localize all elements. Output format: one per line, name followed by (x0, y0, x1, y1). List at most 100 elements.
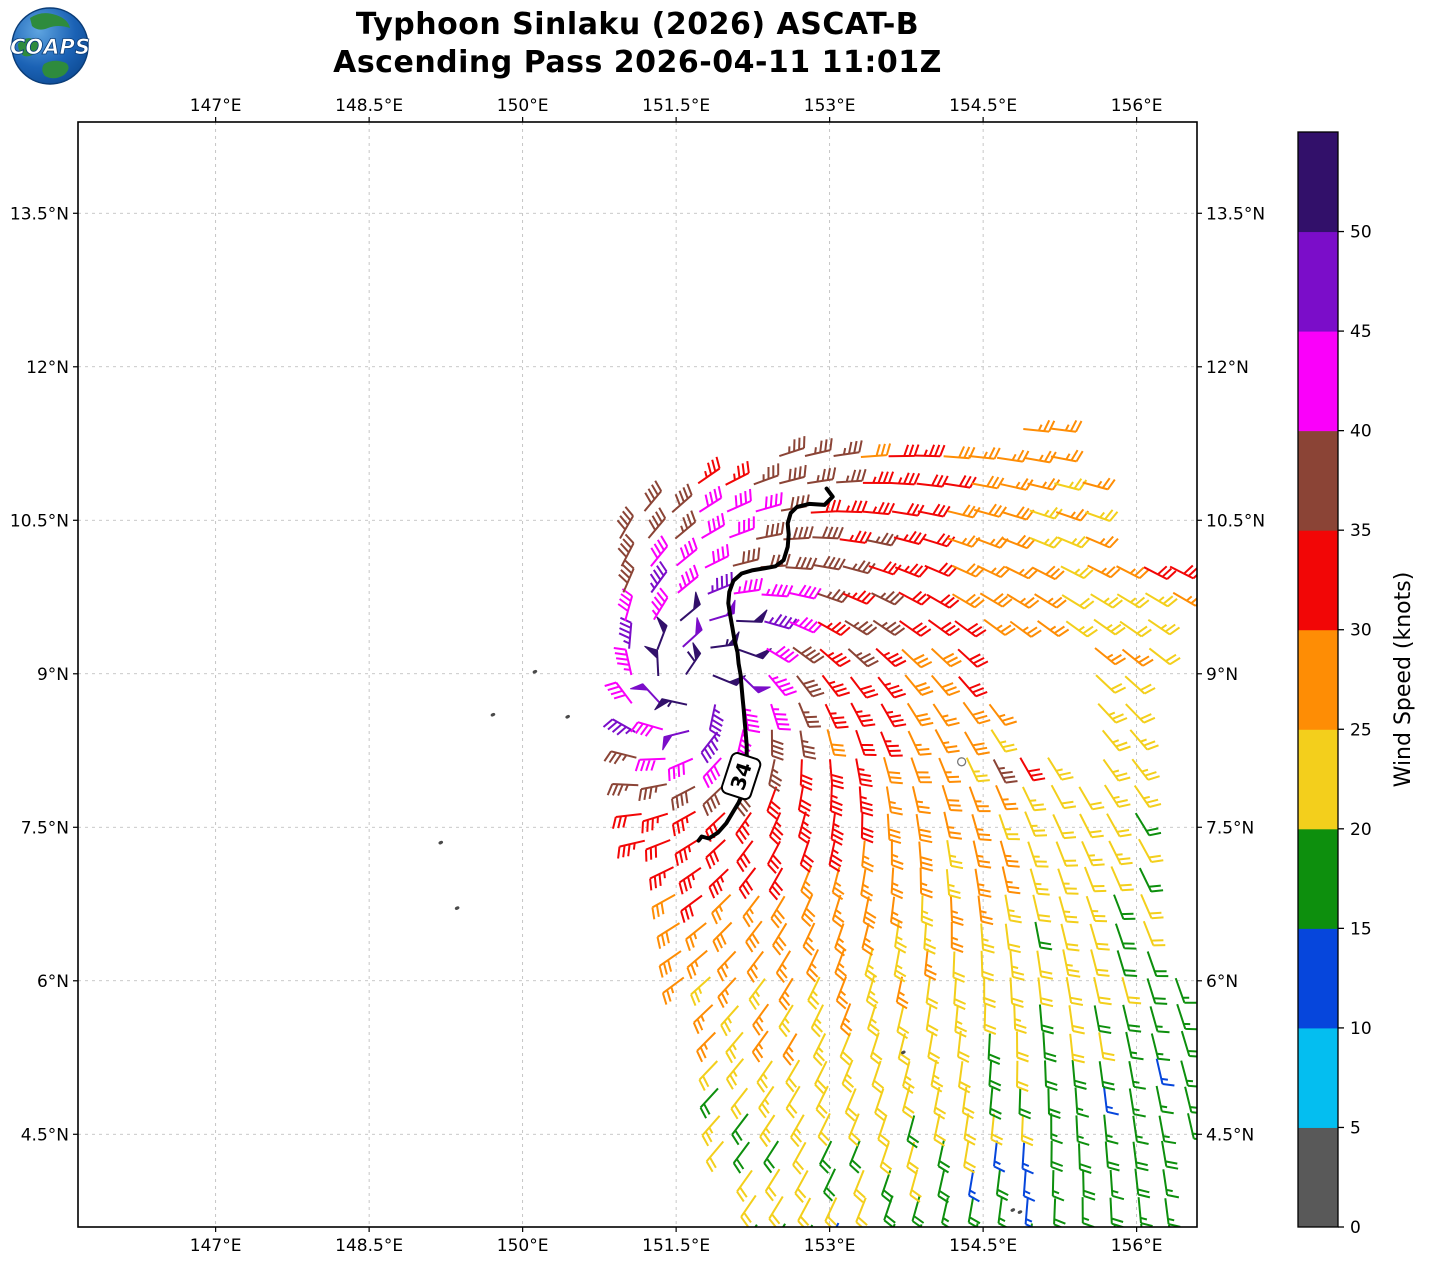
wind-barb (697, 456, 721, 485)
barb-staff (821, 674, 851, 698)
barb-staff (1122, 1004, 1142, 1033)
wind-barb (826, 729, 847, 757)
wind-barb (888, 472, 921, 486)
barb-staff (796, 675, 825, 698)
colorbar-tick-label: 30 (1350, 621, 1372, 641)
barb-staff (951, 593, 985, 609)
barb-staff (902, 1060, 915, 1095)
wind-barb (1090, 593, 1123, 609)
wind-barb (958, 1061, 971, 1094)
colorbar-segment (1298, 530, 1338, 631)
wind-barb (603, 750, 637, 765)
barb-staff (860, 812, 874, 844)
wind-barb (604, 681, 633, 704)
wind-barb (821, 674, 851, 698)
wind-barb (685, 642, 702, 676)
wind-barb (725, 1031, 744, 1064)
wind-barb (883, 756, 903, 785)
wind-barb (848, 1113, 861, 1147)
barb-staff (764, 1168, 781, 1202)
wind-barb (901, 648, 933, 669)
barb-staff (864, 949, 878, 983)
y-axis-tick-label-right: 7.5°N (1206, 818, 1254, 838)
wind-barb (898, 590, 932, 606)
wind-barb (922, 533, 956, 548)
barb-staff (848, 1140, 862, 1174)
barb-staff (957, 648, 989, 668)
wind-barb (1078, 786, 1105, 811)
wind-barb (1032, 894, 1052, 923)
wind-barb (1020, 1114, 1034, 1147)
wind-barb (756, 1060, 773, 1093)
barb-staff (805, 949, 820, 983)
wind-barb (768, 759, 783, 792)
wind-barb (781, 1223, 786, 1227)
barb-staff (844, 619, 878, 636)
barb-staff (711, 893, 732, 925)
wind-barb (932, 703, 960, 727)
barb-staff (962, 701, 991, 725)
axes-frame: 147°E 147°E 148.5°E 148.5°E 150°E 150°E 151.5°… (10, 96, 1265, 1256)
wind-barb (732, 547, 761, 567)
wind-barb (830, 813, 844, 846)
barb-staff (696, 1031, 717, 1063)
wind-barb (877, 676, 907, 699)
barb-staff (763, 1140, 780, 1174)
wind-barb (977, 895, 994, 926)
wind-barb (1094, 647, 1127, 666)
barb-staff (1078, 1143, 1092, 1174)
wind-barb (836, 500, 868, 514)
barb-staff (890, 867, 904, 900)
barb-staff (708, 868, 729, 899)
wind-barb (629, 721, 664, 737)
barb-staff (963, 1140, 976, 1174)
wind-barb (842, 560, 876, 575)
x-axis-tick-label: 150°E (497, 1236, 549, 1256)
barb-staff (862, 896, 877, 930)
barb-staff (1121, 977, 1142, 1005)
wind-barb (934, 729, 960, 754)
wind-barb (1148, 647, 1181, 666)
barb-staff (897, 1033, 911, 1067)
barb-staff (1121, 648, 1154, 667)
barb-staff (1148, 647, 1181, 666)
wind-barb (917, 503, 951, 518)
barb-staff (1029, 536, 1063, 549)
wind-barb (980, 950, 995, 982)
wind-barb (1128, 1061, 1146, 1090)
barb-staff (934, 729, 960, 754)
barb-staff (861, 922, 875, 956)
barb-staff (893, 530, 927, 545)
barb-staff (797, 811, 812, 845)
wind-barb (983, 1003, 997, 1036)
barb-staff (1001, 866, 1021, 895)
wind-barb (1050, 419, 1083, 433)
y-axis-tick-label-right: 9°N (1206, 665, 1238, 685)
barb-staff (894, 921, 907, 954)
wind-barb (1029, 868, 1050, 896)
wind-barb (872, 619, 906, 636)
wind-barb (1087, 564, 1121, 579)
barb-staff (824, 1197, 838, 1227)
barb-staff (915, 813, 933, 844)
wind-barb (1062, 949, 1081, 978)
wind-barb (867, 1003, 880, 1037)
coaps-logo: COAPS (10, 7, 90, 85)
barb-staff (883, 756, 903, 785)
wind-barb (860, 869, 874, 902)
wind-barb (865, 532, 899, 547)
barb-staff (779, 464, 807, 485)
barb-staff (877, 1114, 890, 1148)
barb-staff (1062, 949, 1081, 978)
wind-barb (730, 1087, 749, 1120)
barb-staff (775, 950, 792, 984)
wind-barb (1146, 978, 1168, 1005)
wind-barb (1002, 534, 1036, 550)
barb-staff (1138, 838, 1164, 863)
barb-staff (1098, 1032, 1116, 1062)
wind-barb (1004, 894, 1022, 924)
wind-barb (1142, 920, 1166, 947)
barb-staff (1089, 923, 1110, 951)
wind-barb (946, 840, 964, 870)
